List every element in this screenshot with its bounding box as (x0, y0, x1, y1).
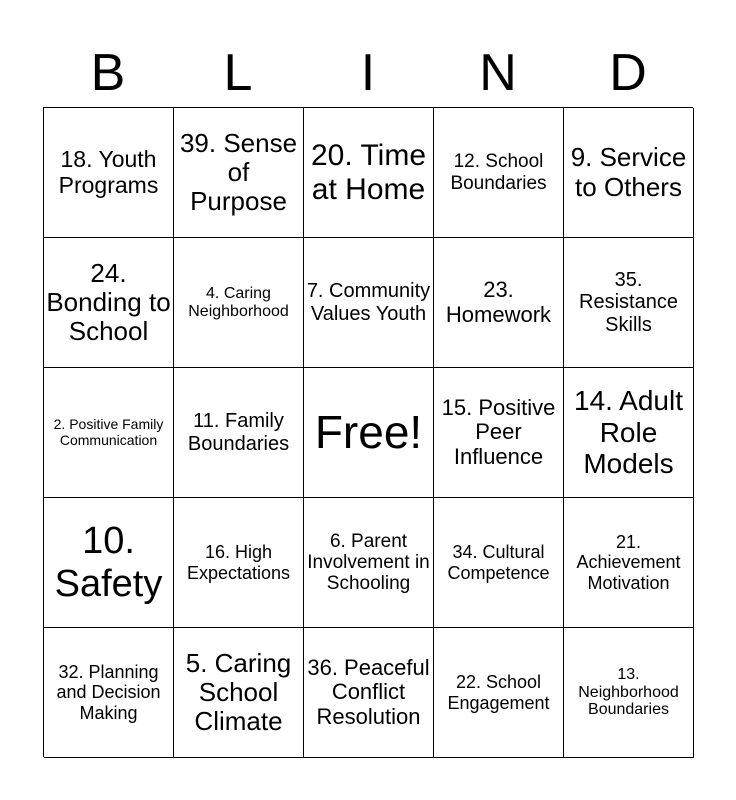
bingo-header: B L I N D (43, 40, 693, 106)
bingo-cell: 39. Sense of Purpose (174, 108, 304, 238)
bingo-cell: 2. Positive Family Communication (44, 368, 174, 498)
bingo-cell: 7. Community Values Youth (304, 238, 434, 368)
bingo-cell: 12. School Boundaries (434, 108, 564, 238)
bingo-cell: 34. Cultural Competence (434, 498, 564, 628)
free-cell: Free! (304, 368, 434, 498)
bingo-cell: 4. Caring Neighborhood (174, 238, 304, 368)
bingo-cell: 15. Positive Peer Influence (434, 368, 564, 498)
bingo-cell: 21. Achievement Motivation (564, 498, 694, 628)
bingo-cell: 35. Resistance Skills (564, 238, 694, 368)
bingo-cell: 6. Parent Involvement in Schooling (304, 498, 434, 628)
bingo-cell: 16. High Expectations (174, 498, 304, 628)
bingo-cell: 23. Homework (434, 238, 564, 368)
header-letter: B (90, 44, 126, 102)
bingo-cell: 9. Service to Others (564, 108, 694, 238)
bingo-cell: 22. School Engagement (434, 628, 564, 758)
bingo-cell: 32. Planning and Decision Making (44, 628, 174, 758)
bingo-cell: 24. Bonding to School (44, 238, 174, 368)
bingo-grid: 18. Youth Programs 39. Sense of Purpose … (43, 107, 694, 758)
bingo-cell: 10. Safety (44, 498, 174, 628)
bingo-cell: 5. Caring School Climate (174, 628, 304, 758)
header-letter: I (360, 44, 376, 102)
header-letter: L (223, 44, 253, 102)
header-letter: D (609, 44, 647, 102)
bingo-cell: 11. Family Boundaries (174, 368, 304, 498)
bingo-cell: 14. Adult Role Models (564, 368, 694, 498)
bingo-cell: 18. Youth Programs (44, 108, 174, 238)
bingo-cell: 13. Neighborhood Boundaries (564, 628, 694, 758)
header-letter: N (479, 44, 517, 102)
bingo-cell: 20. Time at Home (304, 108, 434, 238)
bingo-cell: 36. Peaceful Conflict Resolution (304, 628, 434, 758)
